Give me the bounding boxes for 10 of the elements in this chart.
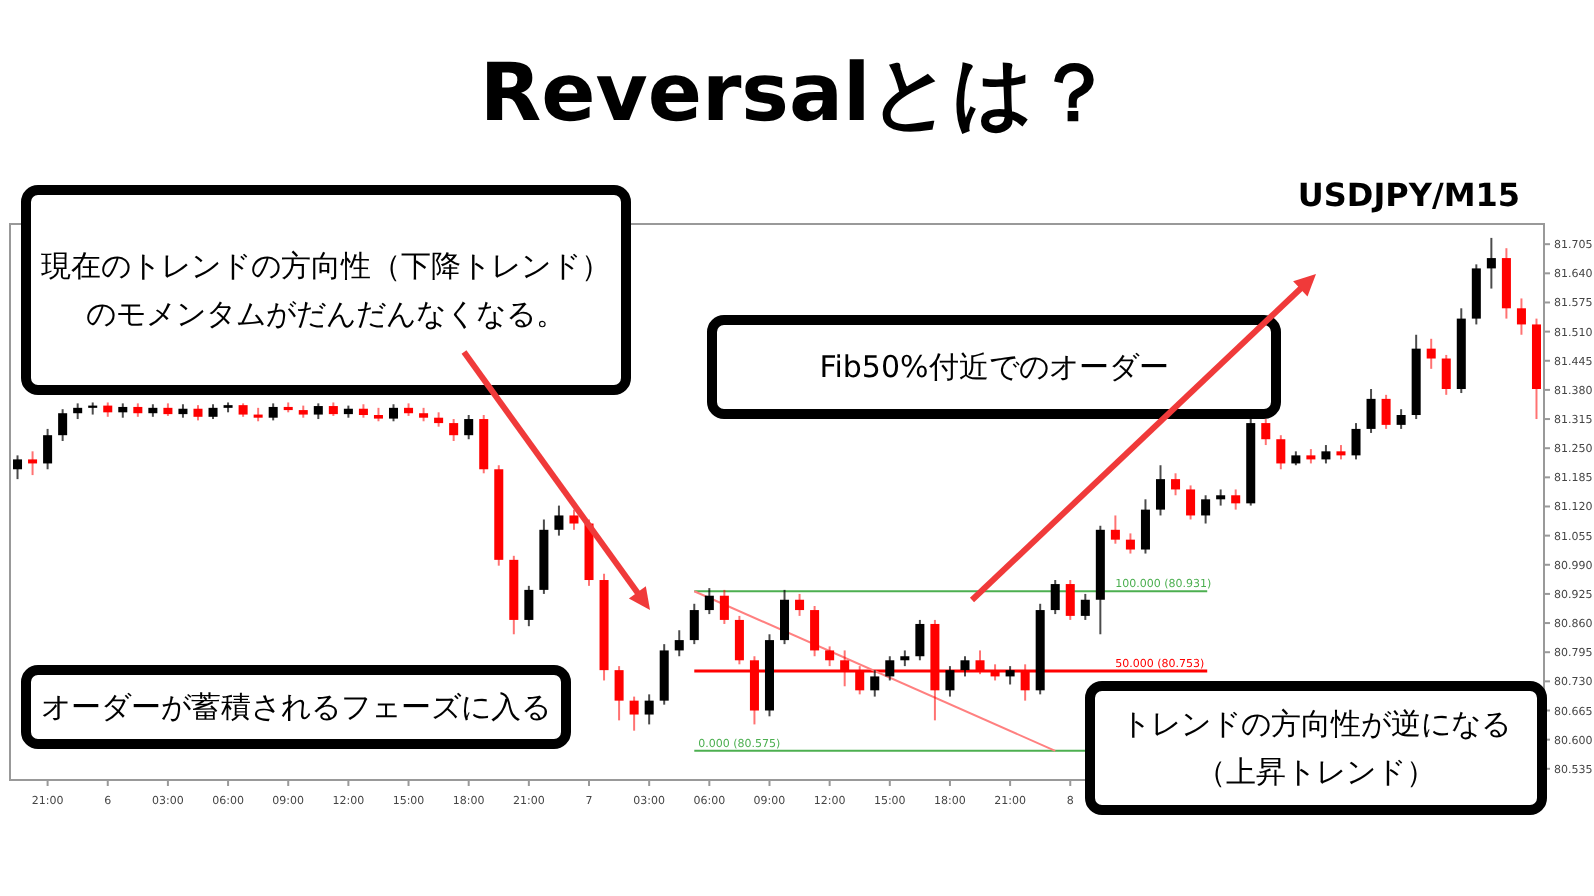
chart-title: Reversalとは？ (479, 48, 1115, 140)
note: オーダーが蓄積されるフェーズに入る (21, 665, 571, 749)
note: 現在のトレンドの方向性（下降トレンド）のモメンタムがだんだんなくなる。 (21, 185, 631, 395)
note: トレンドの方向性が逆になる（上昇トレンド） (1085, 681, 1547, 815)
annotation: Fib50%付近でのオーダー (819, 349, 1169, 385)
annotation: オーダーが蓄積されるフェーズに入る (41, 689, 551, 725)
note: Fib50%付近でのオーダー (707, 315, 1281, 419)
annotation: 現在のトレンドの方向性（下降トレンド）のモメンタムがだんだんなくなる。 (41, 248, 611, 332)
chart-subtitle: USDJPY/M15 (1297, 176, 1520, 214)
annotation: トレンドの方向性が逆になる（上昇トレンド） (1121, 706, 1511, 790)
